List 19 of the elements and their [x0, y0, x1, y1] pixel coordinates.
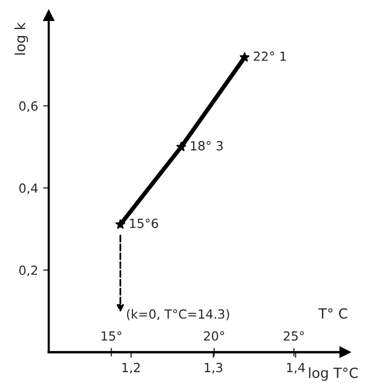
point [176, 142, 186, 152]
y-tick-label: 0,4 [19, 183, 38, 194]
y-tick-label: 0,6 [19, 101, 38, 112]
x-tick-label: 1,2 [122, 362, 140, 374]
x2-tick-label: 25° [284, 331, 304, 341]
x-tick-label: 1,4 [287, 362, 305, 374]
annotation: 15°6 [130, 218, 158, 228]
x2-axis-title: T° C [318, 308, 348, 319]
x2-tick-label: 20° [204, 331, 224, 341]
point [115, 219, 126, 229]
annotation: (k=0, T°C=14.3) [126, 309, 230, 320]
x-axis-title: log T°C [309, 367, 358, 381]
y-axis-title: log k [14, 22, 28, 55]
annotation: 18° 3 [190, 141, 223, 150]
annotation: 22° 1 [254, 52, 286, 61]
x2-tick-label: 15° [102, 331, 122, 341]
x-tick-label: 1,3 [204, 362, 222, 374]
y-tick-label: 0,2 [19, 266, 38, 276]
point [240, 52, 250, 62]
